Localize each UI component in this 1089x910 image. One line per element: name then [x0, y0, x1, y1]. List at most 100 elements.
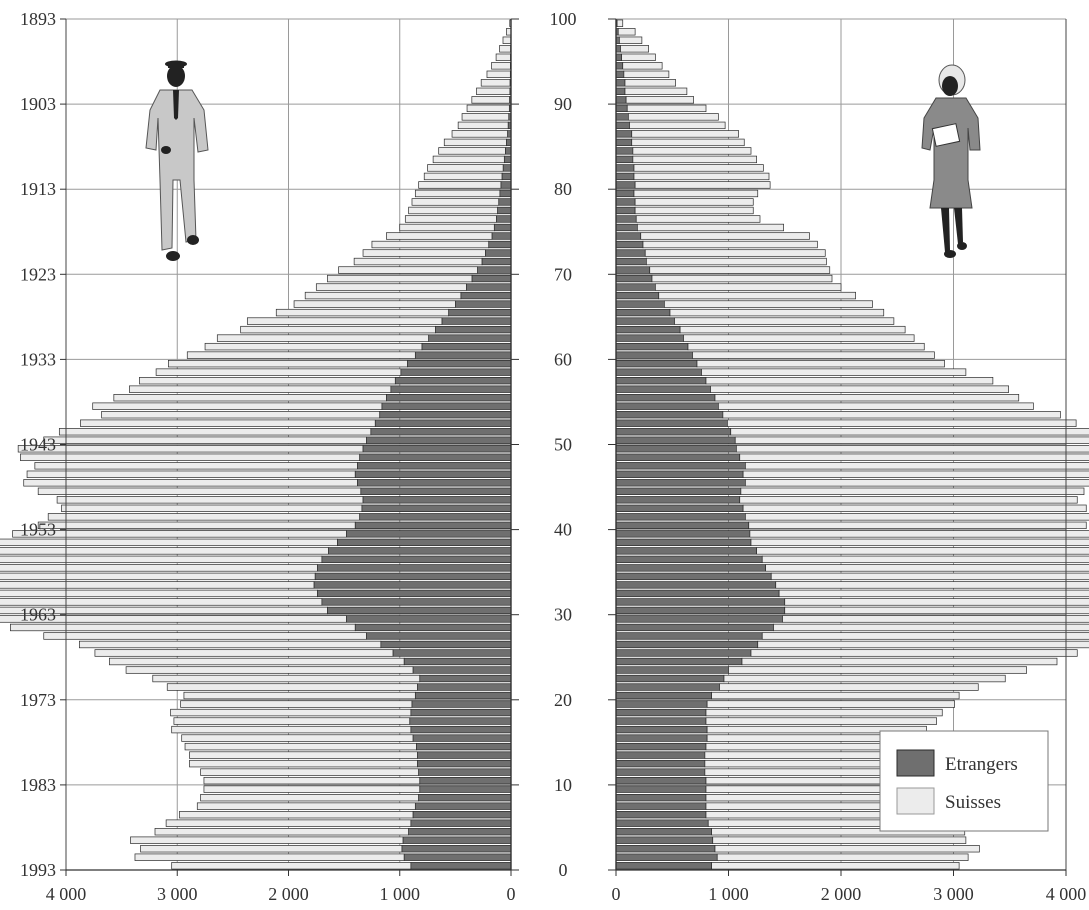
- bar-hommes-etrangers: [329, 548, 511, 555]
- bar-hommes-etrangers: [404, 658, 511, 665]
- bar-femmes-suisses: [762, 633, 1089, 640]
- bar-femmes-suisses: [634, 165, 763, 172]
- bar-femmes-etrangers: [616, 709, 706, 716]
- bar-hommes-suisses: [496, 54, 510, 61]
- bar-hommes-etrangers: [380, 411, 511, 418]
- bar-hommes-suisses: [172, 862, 411, 869]
- bar-hommes-suisses: [174, 718, 410, 725]
- bar-femmes-suisses: [641, 233, 810, 240]
- bar-femmes-etrangers: [616, 71, 624, 78]
- bar-femmes-etrangers: [616, 352, 693, 359]
- bar-femmes-etrangers: [616, 539, 751, 546]
- bar-hommes-suisses: [433, 156, 504, 163]
- bar-femmes-suisses: [751, 539, 1089, 546]
- bar-femmes-suisses: [632, 139, 745, 146]
- bar-femmes-etrangers: [616, 675, 724, 682]
- bar-femmes-suisses: [625, 80, 676, 87]
- bar-femmes-suisses: [618, 28, 635, 35]
- bar-femmes-suisses: [751, 650, 1077, 657]
- bar-femmes-suisses: [711, 386, 1009, 393]
- bar-hommes-suisses: [477, 88, 510, 95]
- bar-hommes-etrangers: [504, 156, 511, 163]
- bar-hommes-etrangers: [498, 207, 511, 214]
- bar-femmes-suisses: [749, 522, 1087, 529]
- x-tick-label-right: 3 000: [933, 884, 974, 904]
- year-tick-label: 1903: [20, 94, 56, 114]
- bar-femmes-etrangers: [616, 318, 675, 325]
- bar-femmes-etrangers: [616, 641, 758, 648]
- bar-hommes-etrangers: [489, 241, 511, 248]
- bar-hommes-etrangers: [467, 284, 512, 291]
- bar-hommes-suisses: [172, 726, 411, 733]
- bar-femmes-etrangers: [616, 267, 650, 274]
- bar-femmes-etrangers: [616, 854, 717, 861]
- bar-hommes-etrangers: [412, 701, 511, 708]
- bar-femmes-etrangers: [616, 548, 757, 555]
- bar-hommes-etrangers: [494, 224, 511, 231]
- bar-hommes-suisses: [424, 173, 502, 180]
- bar-femmes-etrangers: [616, 845, 715, 852]
- bar-femmes-etrangers: [616, 820, 708, 827]
- bar-femmes-etrangers: [616, 445, 736, 452]
- bar-femmes-suisses: [706, 718, 937, 725]
- bar-femmes-suisses: [635, 207, 753, 214]
- age-tick-label: 80: [554, 179, 572, 199]
- bar-hommes-etrangers: [375, 420, 511, 427]
- x-tick-label-left: 1 000: [380, 884, 421, 904]
- bar-femmes-etrangers: [616, 97, 626, 104]
- bar-hommes-suisses: [109, 658, 404, 665]
- bar-hommes-etrangers: [371, 428, 511, 435]
- age-tick-label: 60: [554, 349, 572, 369]
- bar-femmes-etrangers: [616, 735, 707, 742]
- bar-hommes-etrangers: [429, 335, 511, 342]
- bar-femmes-etrangers: [616, 726, 707, 733]
- bar-hommes-etrangers: [355, 471, 511, 478]
- bar-femmes-etrangers: [616, 828, 712, 835]
- bar-femmes-etrangers: [616, 582, 776, 589]
- bar-hommes-suisses: [481, 80, 510, 87]
- bar-femmes-etrangers: [616, 377, 706, 384]
- bar-femmes-etrangers: [616, 488, 741, 495]
- bar-femmes-suisses: [745, 479, 1089, 486]
- bar-hommes-suisses: [339, 267, 478, 274]
- bar-femmes-etrangers: [616, 403, 718, 410]
- bar-femmes-etrangers: [616, 743, 706, 750]
- bar-hommes-etrangers: [360, 514, 511, 521]
- bar-femmes-suisses: [718, 403, 1033, 410]
- bar-hommes-suisses: [155, 828, 409, 835]
- year-tick-label: 1913: [20, 179, 56, 199]
- bar-femmes-etrangers: [616, 624, 774, 631]
- bar-femmes-suisses: [702, 369, 966, 376]
- bar-femmes-suisses: [745, 514, 1089, 521]
- bar-femmes-etrangers: [616, 207, 635, 214]
- bar-hommes-suisses: [189, 752, 417, 759]
- bar-femmes-suisses: [727, 420, 1076, 427]
- bar-hommes-etrangers: [363, 496, 511, 503]
- bar-hommes-suisses: [166, 820, 411, 827]
- x-tick-label-left: 2 000: [268, 884, 309, 904]
- bar-femmes-etrangers: [616, 522, 749, 529]
- age-tick-label: 0: [559, 860, 568, 880]
- bar-femmes-suisses: [635, 182, 770, 189]
- bar-hommes-suisses: [400, 224, 495, 231]
- bar-femmes-etrangers: [616, 165, 634, 172]
- bar-femmes-etrangers: [616, 131, 632, 138]
- bar-femmes-suisses: [736, 445, 1089, 452]
- bar-femmes-suisses: [645, 250, 825, 257]
- bar-hommes-etrangers: [415, 692, 511, 699]
- bar-femmes-etrangers: [616, 386, 711, 393]
- x-tick-label-left: 4 000: [46, 884, 87, 904]
- bar-hommes-suisses: [372, 241, 489, 248]
- bar-femmes-etrangers: [616, 233, 641, 240]
- bar-hommes-etrangers: [404, 854, 511, 861]
- age-tick-label: 10: [554, 775, 572, 795]
- bar-hommes-suisses: [294, 301, 455, 308]
- bar-hommes-suisses: [18, 445, 363, 452]
- bar-hommes-etrangers: [410, 718, 511, 725]
- bar-hommes-suisses: [204, 786, 420, 793]
- bar-femmes-etrangers: [616, 531, 750, 538]
- year-tick-label: 1973: [20, 690, 56, 710]
- bar-hommes-suisses: [439, 148, 506, 155]
- bar-femmes-suisses: [785, 607, 1089, 614]
- bar-hommes-suisses: [0, 582, 314, 589]
